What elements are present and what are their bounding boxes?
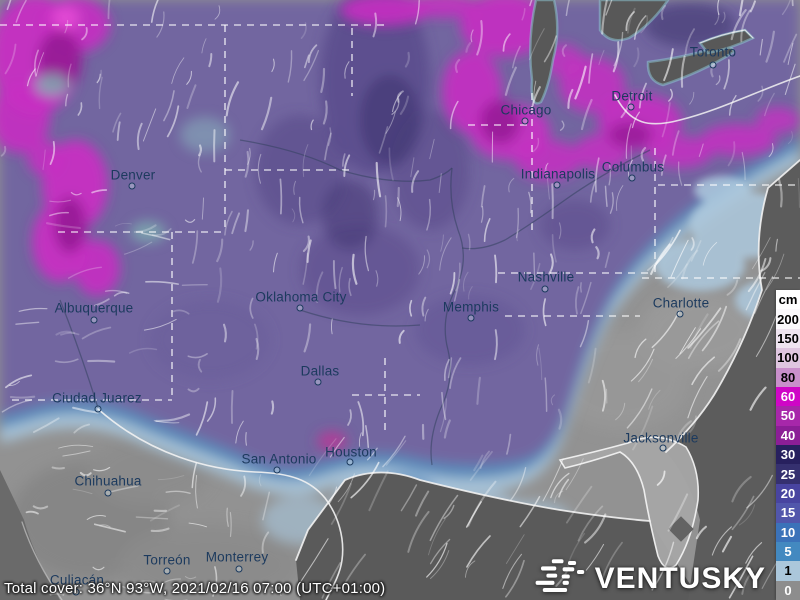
- oceans: [0, 160, 800, 600]
- city-marker-culiacan[interactable]: [72, 588, 80, 596]
- ventusky-logo[interactable]: VENTUSKY: [532, 559, 766, 599]
- lake-okeechobee: [668, 516, 694, 542]
- ventusky-wind-icon: [535, 559, 584, 593]
- city-label-oklahoma-city[interactable]: Oklahoma City: [255, 289, 347, 305]
- city-label-dallas[interactable]: Dallas: [300, 363, 340, 379]
- missouri-river: [239, 139, 453, 182]
- city-marker-denver[interactable]: [128, 182, 136, 190]
- city-marker-memphis[interactable]: [467, 314, 475, 322]
- city-marker-dallas[interactable]: [314, 378, 322, 386]
- city-marker-toronto[interactable]: [709, 61, 717, 69]
- city-label-monterrey[interactable]: Monterrey: [205, 549, 269, 565]
- legend-cell-1: 1: [776, 561, 800, 581]
- lake-erie: [646, 44, 736, 87]
- city-label-denver[interactable]: Denver: [110, 167, 156, 183]
- legend-cell-10: 10: [776, 522, 800, 542]
- city-label-culiacan[interactable]: Culiacán: [49, 572, 105, 588]
- snow-depth-legend[interactable]: cm 200 150 100 80 60 50 40 30 25 20 15 10 5 1 0: [776, 290, 800, 600]
- city-marker-jacksonville[interactable]: [659, 444, 667, 452]
- city-label-ciudad-juarez[interactable]: Ciudad Juarez: [52, 390, 142, 406]
- legend-cell-20: 20: [776, 483, 800, 504]
- legend-cell-150: 150: [776, 328, 800, 349]
- city-label-nashville[interactable]: Nashville: [517, 269, 575, 285]
- city-marker-ciudad-juarez[interactable]: [94, 405, 102, 413]
- city-marker-san-antonio[interactable]: [273, 466, 281, 474]
- city-marker-columbus[interactable]: [628, 174, 636, 182]
- city-label-detroit[interactable]: Detroit: [611, 88, 653, 104]
- ohio-river: [461, 149, 651, 250]
- legend-cell-25: 25: [776, 464, 800, 484]
- legend-cell-200: 200: [776, 309, 800, 329]
- city-label-charlotte[interactable]: Charlotte: [652, 295, 710, 311]
- city-label-indianapolis[interactable]: Indianapolis: [520, 166, 596, 182]
- city-label-albuquerque[interactable]: Albuquerque: [54, 300, 134, 316]
- ventusky-wordmark: VENTUSKY: [594, 562, 766, 595]
- lake-huron: [598, 0, 670, 42]
- rio-grande-upper: [59, 299, 99, 409]
- city-marker-charlotte[interactable]: [676, 310, 684, 318]
- gulf-of-mexico: [296, 472, 700, 600]
- city-label-jacksonville[interactable]: Jacksonville: [623, 430, 699, 446]
- mississippi-river: [430, 167, 464, 466]
- legend-cell-80: 80: [776, 367, 800, 387]
- city-label-chihuahua[interactable]: Chihuahua: [74, 473, 142, 489]
- legend-cell-cm: cm: [776, 290, 800, 310]
- legend-cell-60: 60: [776, 386, 800, 407]
- city-label-toronto[interactable]: Toronto: [689, 44, 737, 60]
- legend-cell-5: 5: [776, 541, 800, 562]
- city-marker-chicago[interactable]: [521, 117, 529, 125]
- legend-cell-0: 0: [776, 580, 800, 600]
- city-label-columbus[interactable]: Columbus: [601, 159, 665, 175]
- city-marker-houston[interactable]: [346, 458, 354, 466]
- legend-cell-15: 15: [776, 503, 800, 523]
- atlantic-ocean: [666, 160, 800, 600]
- pacific-ocean: [0, 470, 60, 600]
- terrain-shading: [10, 290, 760, 600]
- florida-peninsula: [558, 436, 700, 569]
- snow-maxima-magenta: [0, 0, 800, 451]
- snow-deep-patches: [150, 0, 735, 380]
- city-marker-indianapolis[interactable]: [553, 181, 561, 189]
- city-label-houston[interactable]: Houston: [325, 444, 377, 460]
- great-lakes: [528, 0, 756, 105]
- legend-cell-30: 30: [776, 445, 800, 465]
- city-label-chicago[interactable]: Chicago: [500, 102, 552, 118]
- legend-cell-100: 100: [776, 348, 800, 368]
- legend-cell-40: 40: [776, 425, 800, 445]
- city-marker-torreon[interactable]: [163, 567, 171, 575]
- city-marker-detroit[interactable]: [627, 103, 635, 111]
- city-marker-nashville[interactable]: [541, 285, 549, 293]
- lake-michigan: [528, 0, 559, 105]
- legend-cell-50: 50: [776, 406, 800, 426]
- city-label-memphis[interactable]: Memphis: [442, 299, 500, 315]
- state-borders: [0, 24, 800, 430]
- city-marker-albuquerque[interactable]: [90, 316, 98, 324]
- city-label-san-antonio[interactable]: San Antonio: [241, 451, 317, 467]
- city-marker-monterrey[interactable]: [235, 565, 243, 573]
- city-label-torreon[interactable]: Torreón: [143, 552, 191, 568]
- city-marker-chihuahua[interactable]: [104, 489, 112, 497]
- city-marker-oklahoma-city[interactable]: [296, 304, 304, 312]
- status-bar: Total cover: 36°N 93°W, 2021/02/16 07:00…: [4, 580, 386, 597]
- rivers: [59, 139, 651, 466]
- arkansas-river: [299, 309, 421, 327]
